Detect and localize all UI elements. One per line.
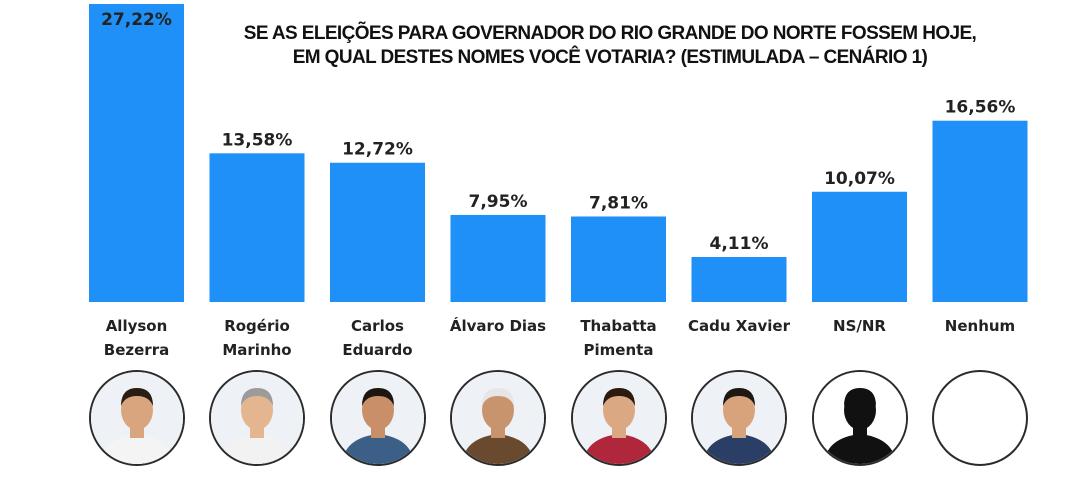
candidate-photo-icon	[209, 370, 305, 466]
category-label-4-0: Thabatta	[580, 317, 656, 335]
chart-title: SE AS ELEIÇÕES PARA GOVERNADOR DO RIO GR…	[230, 22, 990, 70]
bar-6	[812, 191, 907, 302]
bar-4	[571, 216, 666, 302]
bar-value-label-1: 13,58%	[222, 130, 293, 150]
category-label-2-0: Carlos	[351, 317, 404, 335]
bar-value-label-6: 10,07%	[824, 169, 895, 189]
bar-7	[932, 120, 1028, 303]
bar-0	[89, 4, 184, 302]
silhouette-icon	[811, 370, 908, 466]
category-label-6-0: NS/NR	[833, 317, 886, 335]
category-label-5-0: Cadu Xavier	[688, 317, 791, 335]
candidate-photo-icon	[691, 370, 787, 466]
bar-1	[209, 153, 305, 302]
bar-2	[330, 162, 425, 302]
category-label-3-0: Álvaro Dias	[450, 316, 546, 335]
candidate-photo-icon	[450, 370, 546, 466]
bar-value-label-4: 7,81%	[589, 193, 648, 213]
category-label-0-1: Bezerra	[104, 341, 169, 359]
candidate-photo-icon	[570, 370, 667, 466]
category-label-1-0: Rogério	[224, 317, 290, 335]
candidate-photo-icon	[88, 370, 185, 466]
empty-circle-icon	[932, 370, 1028, 466]
category-label-7-0: Nenhum	[945, 317, 1015, 335]
bar-value-label-0: 27,22%	[101, 10, 172, 30]
bar-value-label-5: 4,11%	[710, 234, 769, 254]
bar-value-label-7: 16,56%	[945, 98, 1016, 118]
chart-title-line-1: SE AS ELEIÇÕES PARA GOVERNADOR DO RIO GR…	[243, 23, 977, 44]
category-label-4-1: Pimenta	[584, 341, 654, 359]
bar-value-label-3: 7,95%	[469, 192, 528, 212]
bar-5	[691, 257, 787, 302]
chart-title-line-2: EM QUAL DESTES NOMES VOCÊ VOTARIA? (ESTI…	[292, 47, 928, 68]
category-label-1-1: Marinho	[222, 341, 291, 359]
category-label-2-1: Eduardo	[342, 341, 412, 359]
bar-value-label-2: 12,72%	[342, 140, 413, 160]
category-label-0-0: Allyson	[106, 317, 168, 335]
bar-3	[450, 214, 546, 302]
candidate-photo-icon	[329, 370, 426, 466]
